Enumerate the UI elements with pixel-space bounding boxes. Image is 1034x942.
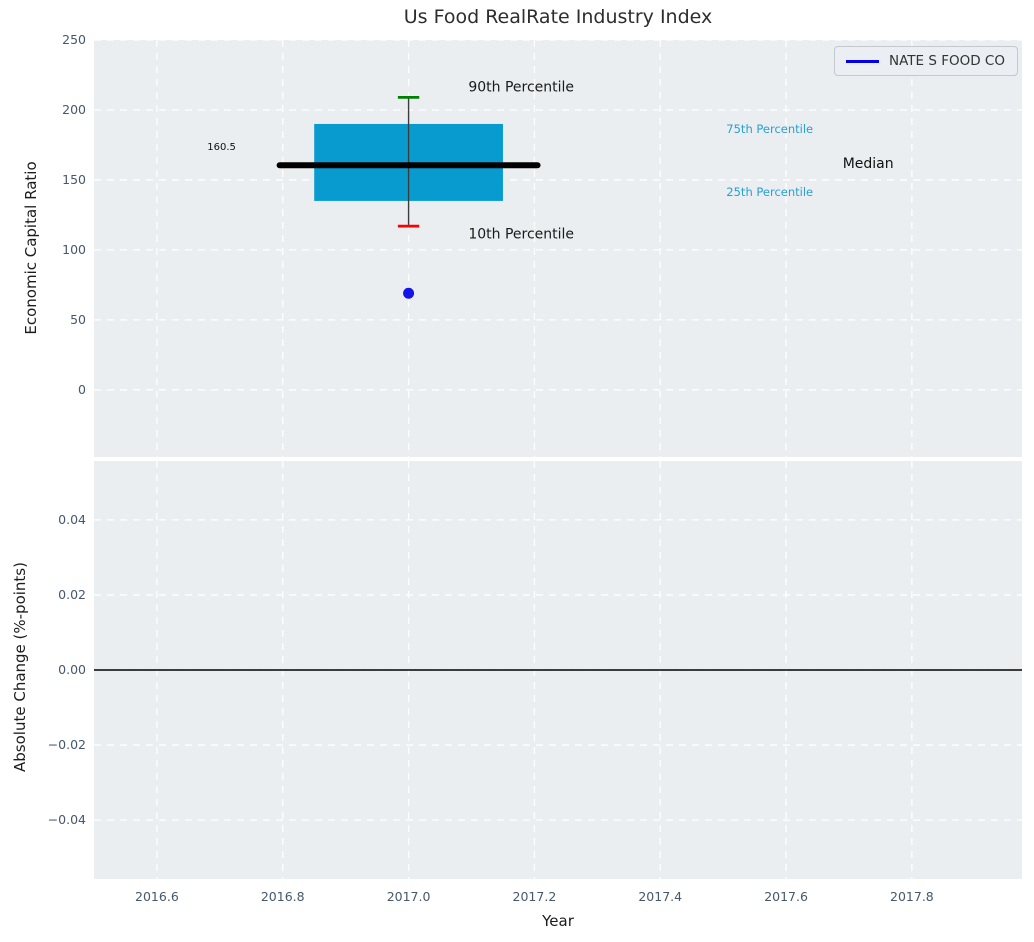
annotation-text: 25th Percentile — [726, 185, 813, 199]
company-data-point — [403, 287, 415, 299]
legend-series-label: NATE S FOOD CO — [889, 53, 1005, 69]
chart-title: Us Food RealRate Industry Index — [403, 6, 713, 28]
tick-label: −0.04 — [47, 812, 86, 828]
bottom-plot — [94, 461, 1022, 879]
annotation-text: 160.5 — [207, 142, 236, 153]
top-plot: 90th Percentile 10th Percentile 160.5 75th … — [94, 40, 1022, 457]
tick-label: 250 — [62, 32, 86, 47]
tick-label: 0.00 — [58, 662, 86, 677]
tick-label: 2017.4 — [638, 889, 683, 904]
tick-label: 2017.6 — [764, 889, 808, 904]
legend-line-icon — [846, 59, 880, 63]
tick-label: 100 — [62, 241, 86, 257]
x-axis-label: Year — [542, 912, 574, 930]
tick-label: 2017.0 — [386, 889, 431, 904]
annotation-text: 90th Percentile — [468, 80, 574, 96]
tick-label: 50 — [70, 311, 86, 327]
tick-label: 200 — [62, 101, 86, 117]
tick-label: 0.04 — [58, 511, 86, 527]
tick-label: 2017.2 — [512, 889, 557, 904]
tick-label: 2016.8 — [260, 889, 305, 904]
bottom-y-axis-label: Absolute Change (%-points) — [11, 562, 29, 772]
plot-background — [94, 40, 1022, 457]
annotation-text: Median — [843, 156, 894, 172]
legend: NATE S FOOD CO — [834, 46, 1018, 76]
tick-label: 150 — [62, 171, 86, 187]
tick-label: 0 — [78, 381, 86, 397]
top-y-axis-label: Economic Capital Ratio — [22, 161, 40, 335]
annotation-text: 10th Percentile — [468, 227, 574, 243]
annotation-text: 75th Percentile — [726, 122, 813, 136]
tick-label: 0.02 — [58, 586, 86, 602]
tick-label: 2016.6 — [135, 889, 179, 904]
tick-label: 2017.8 — [890, 889, 934, 904]
tick-label: −0.02 — [47, 737, 86, 753]
